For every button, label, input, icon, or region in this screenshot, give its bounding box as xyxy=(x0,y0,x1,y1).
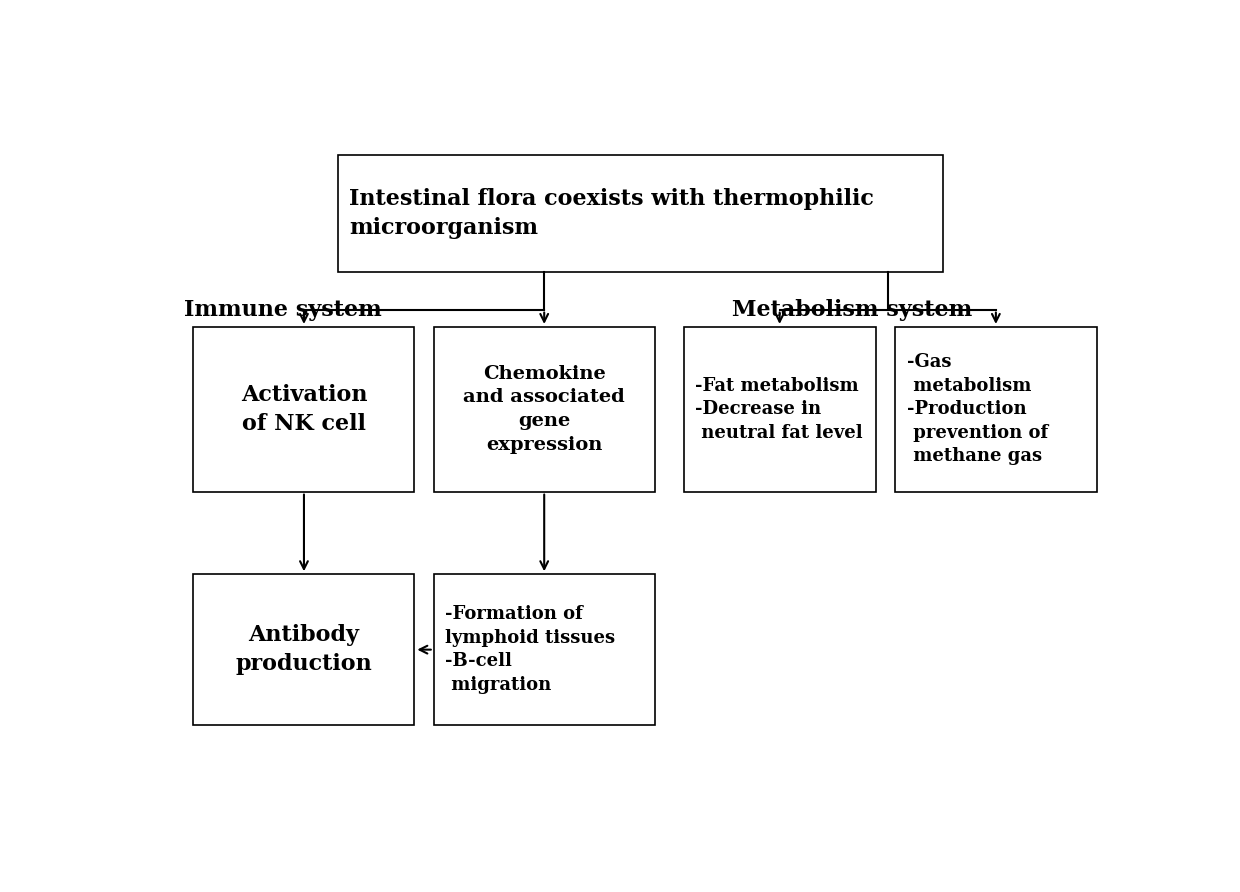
Text: -Fat metabolism
-Decrease in
 neutral fat level: -Fat metabolism -Decrease in neutral fat… xyxy=(696,376,863,442)
Bar xyxy=(434,574,655,725)
Text: Antibody
production: Antibody production xyxy=(236,624,372,675)
Text: Immune system: Immune system xyxy=(184,299,382,320)
Text: Activation
of NK cell: Activation of NK cell xyxy=(241,384,367,434)
Bar xyxy=(434,326,655,491)
Text: Metabolism system: Metabolism system xyxy=(732,299,972,320)
Text: -Formation of
lymphoid tissues
-B-cell
 migration: -Formation of lymphoid tissues -B-cell m… xyxy=(445,606,615,694)
Bar xyxy=(193,326,414,491)
Bar xyxy=(895,326,1096,491)
Bar xyxy=(193,574,414,725)
Bar xyxy=(683,326,875,491)
Text: -Gas
 metabolism
-Production
 prevention of
 methane gas: -Gas metabolism -Production prevention o… xyxy=(906,353,1048,466)
Text: Intestinal flora coexists with thermophilic
microorganism: Intestinal flora coexists with thermophi… xyxy=(350,188,874,239)
Text: Chemokine
and associated
gene
expression: Chemokine and associated gene expression xyxy=(464,365,625,454)
Bar xyxy=(337,155,944,272)
